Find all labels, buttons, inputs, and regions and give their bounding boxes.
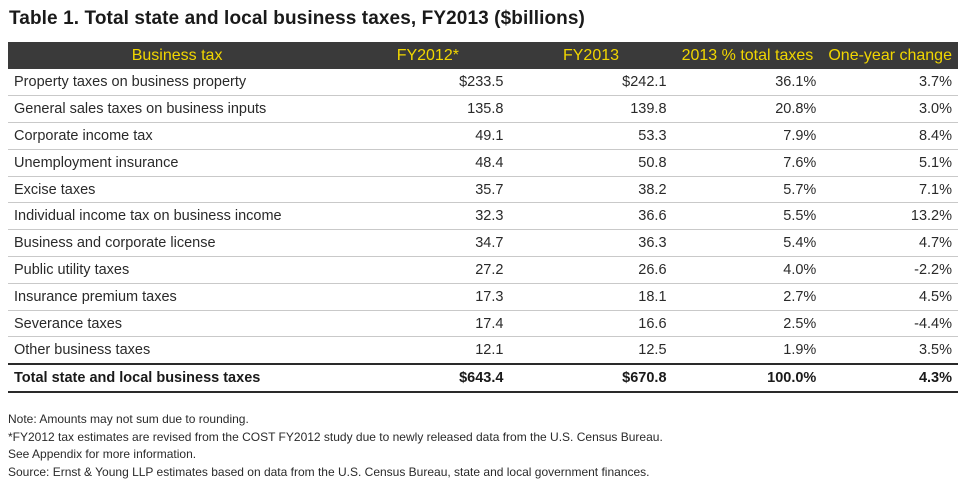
cell-percent-total: 36.1% <box>775 74 817 91</box>
cell-fy2012: 49.1 <box>475 127 504 144</box>
cell-one-year-change: 4.5% <box>918 288 952 305</box>
cell-one-year-change: 13.2% <box>910 208 952 225</box>
cell-fy2012: 17.4 <box>475 315 504 332</box>
table-header-row: Business tax FY2012* FY2013 2013 % total… <box>8 42 958 69</box>
cell-one-year-change: 4.7% <box>918 235 952 252</box>
cell-one-year-change: 5.1% <box>918 154 952 171</box>
cell-fy2013: 38.2 <box>638 181 667 198</box>
cell-fy2012: 17.3 <box>475 288 504 305</box>
table-row: General sales taxes on business inputs 13… <box>8 96 958 123</box>
column-header-fy2013: FY2013 <box>562 46 620 64</box>
cell-one-year-change: -2.2% <box>914 261 952 278</box>
column-header-percent-total: 2013 % total taxes <box>681 46 814 64</box>
row-label: Insurance premium taxes <box>14 288 177 305</box>
row-label: Property taxes on business property <box>14 74 247 91</box>
cell-percent-total: 5.4% <box>783 235 817 252</box>
cell-percent-total: 2.7% <box>783 288 817 305</box>
table-row: Insurance premium taxes 17.3 18.1 2.7% 4.5% <box>8 283 958 311</box>
cell-percent-total: 1.9% <box>783 342 817 359</box>
table-row: Unemployment insurance 48.4 50.8 7.6% 5.1% <box>8 149 958 177</box>
cell-percent-total: 7.6% <box>783 154 817 171</box>
cell-fy2013: 16.6 <box>638 315 667 332</box>
table-row: Property taxes on business property $233.… <box>8 69 958 96</box>
cell-fy2013: 139.8 <box>630 101 667 118</box>
note-rounding: Note: Amounts may not sum due to roundin… <box>8 412 249 426</box>
cell-one-year-change: 3.7% <box>918 74 952 91</box>
cell-fy2012: 35.7 <box>475 181 504 198</box>
cell-one-year-change: -4.4% <box>914 315 952 332</box>
cell-percent-total: 20.8% <box>775 101 817 118</box>
cell-fy2012: $233.5 <box>459 74 504 91</box>
total-fy2012: $643.4 <box>459 369 504 386</box>
total-label: Total state and local business taxes <box>14 369 261 386</box>
note-source: Source: Ernst & Young LLP estimates base… <box>8 464 650 479</box>
table-row: Public utility taxes 27.2 26.6 4.0% -2.2% <box>8 257 958 284</box>
table-body: Property taxes on business property $233.… <box>8 69 958 364</box>
column-header-one-year-change: One-year change <box>828 46 952 64</box>
cell-fy2013: 26.6 <box>638 261 667 278</box>
row-label: General sales taxes on business inputs <box>14 101 267 118</box>
column-header-business-tax: Business tax <box>131 46 223 64</box>
cell-fy2012: 12.1 <box>475 342 504 359</box>
cell-percent-total: 4.0% <box>783 261 817 278</box>
cell-fy2013: 53.3 <box>638 127 667 144</box>
total-change: 4.3% <box>918 369 952 386</box>
cell-fy2013: 12.5 <box>638 342 667 359</box>
cell-fy2012: 135.8 <box>467 101 504 118</box>
table-row: Other business taxes 12.1 12.5 1.9% 3.5% <box>8 337 958 364</box>
cell-fy2013: 50.8 <box>638 154 667 171</box>
row-label: Public utility taxes <box>14 261 130 278</box>
cell-percent-total: 7.9% <box>783 127 817 144</box>
cell-fy2012: 32.3 <box>475 208 504 225</box>
cell-one-year-change: 8.4% <box>918 127 952 144</box>
cell-fy2012: 27.2 <box>475 261 504 278</box>
cell-percent-total: 5.5% <box>783 208 817 225</box>
table-row: Individual income tax on business income… <box>8 203 958 230</box>
row-label: Individual income tax on business income <box>14 208 282 225</box>
note-revised: *FY2012 tax estimates are revised from t… <box>8 429 663 444</box>
table-title: Table 1. Total state and local business … <box>9 8 585 29</box>
table-row: Severance taxes 17.4 16.6 2.5% -4.4% <box>8 310 958 337</box>
table-row: Business and corporate license 34.7 36.3 5.… <box>8 230 958 257</box>
row-label: Severance taxes <box>14 315 123 332</box>
cell-percent-total: 2.5% <box>783 315 817 332</box>
total-row: Total state and local business taxes $64… <box>8 363 958 392</box>
cell-fy2013: 18.1 <box>638 288 667 305</box>
cell-fy2013: 36.3 <box>638 235 667 252</box>
row-label: Corporate income tax <box>14 127 153 144</box>
cell-percent-total: 5.7% <box>783 181 817 198</box>
cell-one-year-change: 3.5% <box>918 342 952 359</box>
row-label: Excise taxes <box>14 181 96 198</box>
cell-fy2012: 34.7 <box>475 235 504 252</box>
note-appendix: See Appendix for more information. <box>8 447 197 461</box>
cell-one-year-change: 3.0% <box>918 101 952 118</box>
business-tax-table: Business tax FY2012* FY2013 2013 % total… <box>8 42 958 393</box>
row-label: Unemployment insurance <box>14 154 179 171</box>
cell-fy2013: 36.6 <box>638 208 667 225</box>
column-header-fy2012: FY2012* <box>396 46 459 64</box>
footnotes: Note: Amounts may not sum due to roundin… <box>8 411 663 481</box>
row-label: Business and corporate license <box>14 235 216 252</box>
total-percent: 100.0% <box>767 369 817 386</box>
cell-one-year-change: 7.1% <box>918 181 952 198</box>
total-fy2013: $670.8 <box>622 369 667 386</box>
cell-fy2013: $242.1 <box>622 74 667 91</box>
table-row: Corporate income tax 49.1 53.3 7.9% 8.4% <box>8 123 958 150</box>
cell-fy2012: 48.4 <box>475 154 504 171</box>
table-row: Excise taxes 35.7 38.2 5.7% 7.1% <box>8 176 958 203</box>
row-label: Other business taxes <box>14 342 151 359</box>
